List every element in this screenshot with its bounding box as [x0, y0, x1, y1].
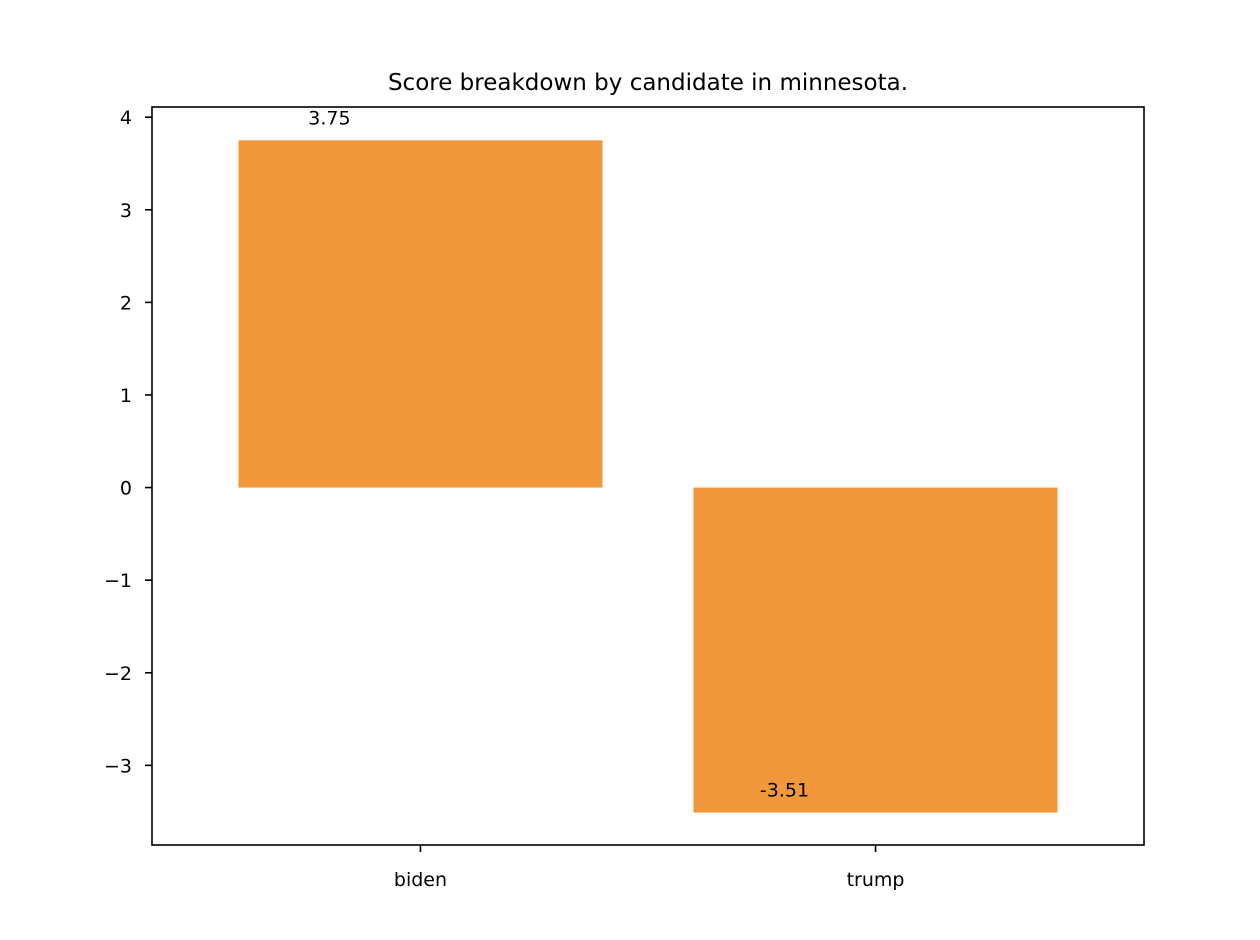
plot-frame	[151, 106, 1145, 846]
y-tick-label: 2	[120, 292, 132, 314]
chart-title: Score breakdown by candidate in minnesot…	[388, 70, 908, 96]
y-tick-label: −1	[104, 570, 132, 592]
x-axis: biden trump	[394, 845, 905, 891]
bar-trump	[693, 487, 1058, 813]
y-tick-label: 4	[120, 107, 132, 129]
x-tick-label-trump: trump	[847, 869, 905, 891]
data-label-trump: -3.51	[760, 780, 809, 802]
y-tick-label: 3	[120, 200, 132, 222]
y-tick-label: 1	[120, 385, 132, 407]
y-tick-label: −3	[104, 755, 132, 777]
data-labels-layer: 3.75 -3.51	[308, 107, 809, 801]
bars-layer	[238, 140, 1058, 813]
y-tick-label: 0	[120, 478, 132, 500]
y-tick-label: −2	[104, 663, 132, 685]
y-axis: 4 3 2 1 0 −1 −2 −3	[104, 107, 152, 777]
data-label-biden: 3.75	[308, 107, 350, 129]
bar-biden	[238, 140, 603, 488]
x-tick-label-biden: biden	[394, 869, 447, 891]
